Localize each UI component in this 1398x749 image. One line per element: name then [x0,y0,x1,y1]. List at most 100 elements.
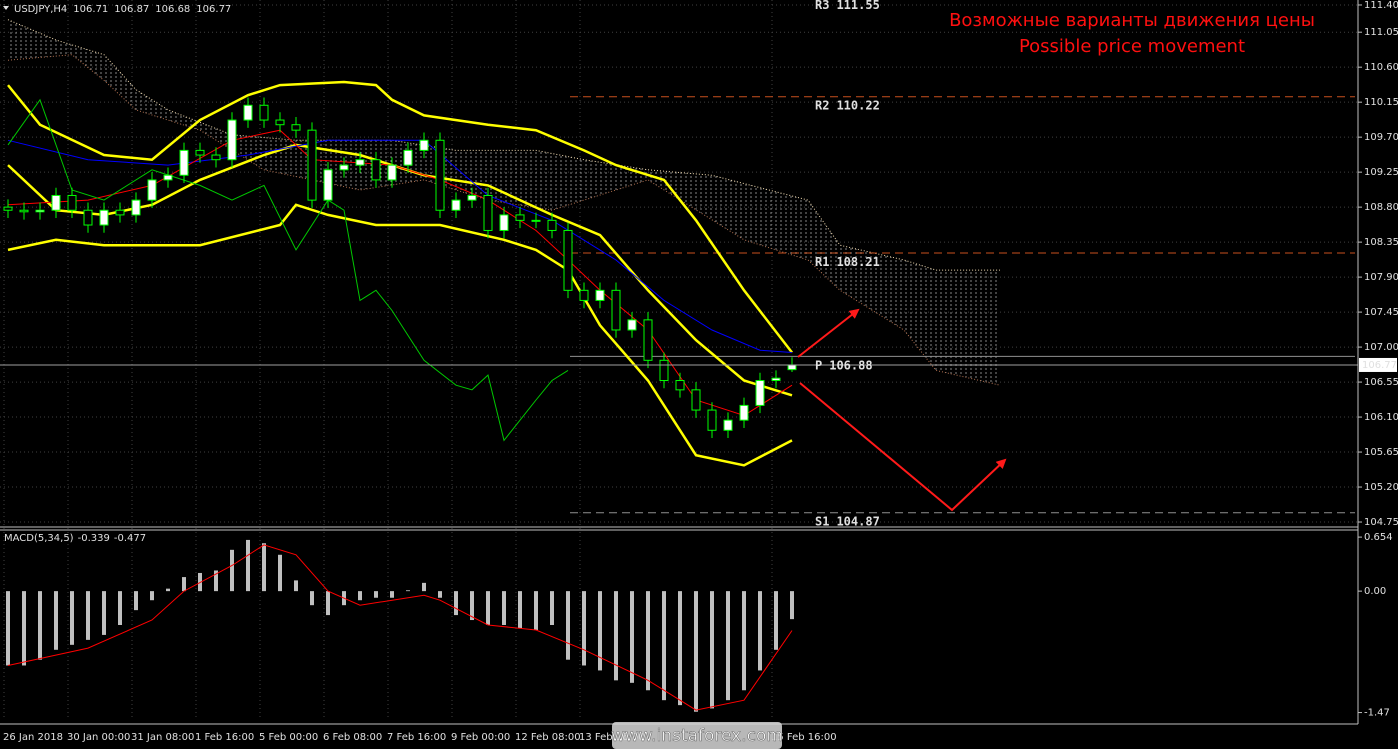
watermark: www.instaforex.com [611,726,783,746]
pivot-value: 108.21 [836,255,879,269]
y-tick-label: 0.654 [1364,532,1393,543]
pivot-name: S1 [815,514,829,528]
pivot-label: P 106.88 [815,358,873,372]
y-tick-label: 108.35 [1364,237,1398,248]
macd-bar [326,591,330,616]
pivot-value: 106.88 [829,358,872,372]
macd-bar [118,591,122,625]
y-tick-label: 106.10 [1364,412,1398,423]
macd-bar [246,539,250,592]
candle-body [611,289,621,331]
y-tick-label: 105.20 [1364,482,1398,493]
candle-body [339,164,349,171]
candle-body [131,199,141,216]
macd-value: -0.339 [78,533,110,544]
x-tick-label: 26 Jan 2018 [3,732,63,743]
macd-bar [502,591,506,625]
candle-body [691,389,701,411]
macd-bar [678,591,682,706]
macd-bar [374,591,378,598]
annotation: Возможные варианты движения цены [949,10,1315,31]
macd-bar [38,591,42,660]
candle-body [243,104,253,121]
y-tick-label: 104.75 [1364,517,1398,528]
macd-bar [726,591,730,701]
candle-body [355,159,365,166]
y-tick-label: 111.40 [1364,0,1398,11]
macd-bar [150,591,154,601]
macd-bar [710,591,714,709]
y-tick-label: 109.25 [1364,167,1398,178]
x-tick-label: 31 Jan 08:00 [131,732,194,743]
macd-bar [662,591,666,701]
macd-bar [166,588,170,592]
macd-bar [550,591,554,625]
ohlc-low: 106.68 [155,4,190,15]
macd-bar [406,590,410,592]
macd-bar [758,591,762,671]
macd-bar [22,591,26,666]
indicator-line [7,54,1001,386]
x-tick-label: 30 Jan 00:00 [67,732,130,743]
candle-body [659,359,669,382]
header-icon [3,6,9,10]
candle-body [467,194,477,201]
candle-body [227,119,237,161]
candle-body [83,209,93,226]
macd-bar [390,591,394,598]
candle-body [675,380,685,391]
candle-body [259,104,269,121]
macd-bar [582,591,586,666]
annotation: Possible price movement [1019,36,1245,57]
y-tick-label: 107.45 [1364,307,1398,318]
indicator-line [7,544,793,711]
pivot-value: 110.22 [836,98,879,112]
candle-body [211,154,221,161]
candle-body [595,289,605,301]
candle-body [755,380,765,406]
y-tick-label: 109.70 [1364,132,1398,143]
chart-header: USDJPY,H4 106.71 106.87 106.68 106.77 [14,4,231,15]
macd-bar [742,591,746,691]
candle-body [771,377,781,382]
macd-bar [70,591,74,645]
macd-header: MACD(5,34,5) -0.339 -0.477 [4,533,146,544]
candle-body [739,404,749,421]
macd-bar [598,591,602,671]
candle-body [563,229,573,291]
pivot-name: R2 [815,98,829,112]
macd-bar [214,570,218,592]
candle-body [627,319,637,331]
candle-body [499,214,509,231]
ohlc-close: 106.77 [196,4,231,15]
candle-body [547,219,557,231]
macd-signal-value: -0.477 [114,533,146,544]
macd-bar [262,543,266,592]
macd-bar [614,591,618,681]
macd-bar [102,591,106,635]
arrow-up [797,308,860,358]
candle-body [515,214,525,221]
macd-bar [630,591,634,683]
candle-body [451,199,461,211]
pivot-value: 104.87 [836,514,879,528]
macd-bar [470,591,474,621]
candle-body [419,139,429,151]
ohlc-high: 106.87 [114,4,149,15]
x-tick-label: 12 Feb 08:00 [515,732,581,743]
y-tick-label: 110.15 [1364,97,1398,108]
candle-body [179,149,189,176]
candle-body [19,209,29,213]
candle-body [3,206,13,211]
candle-body [723,419,733,431]
pivot-name: R1 [815,255,829,269]
y-tick-label: 107.00 [1364,342,1398,353]
x-tick-label: 7 Feb 16:00 [387,732,446,743]
forecast-arrows [797,308,1007,512]
candle-body [531,219,541,222]
candle-body [707,409,717,431]
x-tick-label: 9 Feb 00:00 [451,732,510,743]
macd-bar [422,582,426,592]
macd-bar [278,554,282,592]
